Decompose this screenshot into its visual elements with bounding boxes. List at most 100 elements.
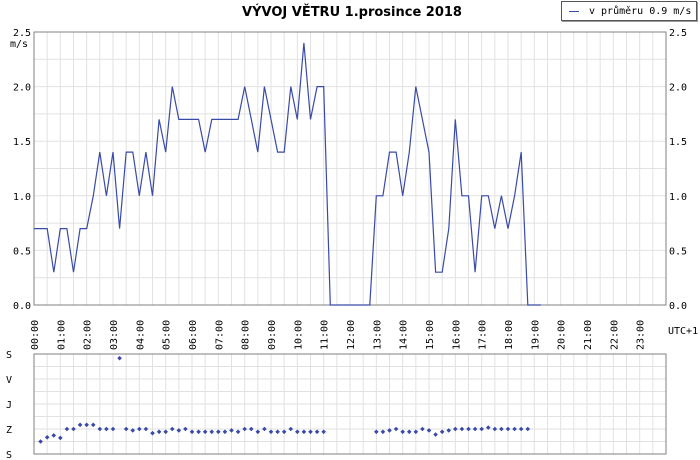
direction-point [393, 426, 399, 432]
y-tick-label-left: 0.5 [13, 246, 31, 257]
direction-point [97, 426, 103, 432]
y-tick-label-right: 2.5 [669, 28, 687, 39]
y-tick-label-right: 1.0 [669, 192, 687, 203]
direction-point [143, 426, 149, 432]
direction-point [222, 429, 228, 435]
y-tick-label-left: 2.0 [13, 83, 31, 94]
x-tick-label: 19:00 [530, 320, 541, 350]
speed-grid [33, 32, 666, 305]
x-tick-label: 12:00 [346, 320, 357, 350]
direction-point [380, 429, 386, 435]
direction-point [387, 428, 392, 433]
direction-point [176, 428, 182, 433]
y-tick-label-right: 2.0 [669, 83, 687, 94]
direction-point [492, 426, 498, 432]
direction-tick-label: V [6, 375, 12, 386]
x-tick-label: 05:00 [162, 320, 173, 350]
direction-point [110, 426, 116, 432]
x-tick-label: 16:00 [451, 320, 462, 350]
x-tick-label: 21:00 [583, 320, 594, 350]
direction-point [229, 428, 234, 433]
x-tick-label: 23:00 [636, 320, 647, 350]
direction-point [64, 426, 70, 432]
direction-point [235, 429, 241, 435]
direction-point [90, 422, 96, 428]
direction-point [321, 429, 326, 435]
y-tick-label-left: 0.0 [13, 301, 31, 312]
direction-point [104, 426, 109, 432]
x-axis-unit: UTC+1 [668, 326, 698, 337]
speed-ticks: 0.0 0.0 0.5 0.5 1.0 1.0 1.5 1.5 2.0 2.0 2.5 2.5 [13, 28, 687, 312]
direction-point [242, 426, 247, 432]
x-tick-label: 20:00 [557, 320, 568, 350]
direction-point [150, 430, 155, 436]
y-tick-label-left: 2.5 [13, 28, 31, 39]
direction-point [51, 433, 57, 438]
y-tick-label-right: 0.0 [669, 301, 687, 312]
direction-point [499, 426, 504, 432]
direction-point [137, 426, 142, 432]
direction-point [295, 429, 300, 435]
speed-series-line [34, 42, 541, 306]
direction-tick-label: S [6, 350, 12, 361]
x-tick-label: 18:00 [504, 320, 515, 350]
direction-ticks: S V J Z S [6, 350, 12, 460]
direction-tick-label: S [6, 450, 12, 460]
chart-title: VÝVOJ VĚTRU 1.prosince 2018 [242, 4, 462, 20]
direction-point [308, 429, 313, 435]
x-ticks: 00:00 01:00 02:00 03:00 04:00 05:00 06:00 07:00… [30, 320, 647, 350]
direction-point [117, 355, 122, 361]
legend-line-marker [569, 10, 579, 12]
direction-point [505, 426, 511, 432]
direction-point [400, 429, 405, 435]
direction-tick-label: Z [6, 425, 12, 436]
y-axis-unit-left: m/s [10, 39, 28, 50]
direction-point [262, 426, 267, 432]
direction-point [485, 425, 491, 430]
direction-plot-area [33, 353, 667, 455]
legend-label: v průměru 0.9 m/s [589, 5, 692, 17]
speed-series [34, 42, 541, 306]
direction-point [426, 428, 432, 433]
direction-point [288, 426, 294, 432]
direction-point [512, 426, 517, 432]
x-tick-label: 00:00 [30, 320, 41, 350]
direction-point [281, 429, 287, 435]
direction-point [163, 429, 168, 435]
direction-point [255, 429, 261, 435]
direction-grid [33, 354, 666, 454]
direction-point [466, 426, 471, 432]
direction-point [248, 426, 254, 432]
direction-point [439, 429, 445, 435]
x-tick-label: 15:00 [425, 320, 436, 350]
direction-point [406, 429, 412, 435]
direction-point [84, 422, 89, 428]
direction-point [459, 426, 465, 432]
direction-point [301, 429, 307, 435]
direction-series [38, 355, 531, 444]
x-tick-label: 13:00 [372, 320, 383, 350]
x-tick-label: 17:00 [478, 320, 489, 350]
direction-point [58, 435, 63, 441]
x-tick-label: 02:00 [83, 320, 94, 350]
x-tick-label: 04:00 [135, 320, 146, 350]
x-tick-label: 22:00 [609, 320, 620, 350]
direction-point [216, 429, 221, 435]
direction-point [202, 429, 208, 435]
direction-point [156, 429, 162, 435]
direction-point [472, 426, 478, 432]
direction-point [71, 426, 76, 432]
x-tick-label: 10:00 [293, 320, 304, 350]
direction-point [189, 429, 195, 435]
x-tick-label: 08:00 [241, 320, 252, 350]
direction-point [183, 426, 188, 432]
direction-point [275, 429, 280, 435]
x-tick-label: 06:00 [188, 320, 199, 350]
x-tick-label: 14:00 [399, 320, 410, 350]
direction-point [268, 429, 274, 435]
x-tick-label: 09:00 [267, 320, 278, 350]
x-tick-label: 03:00 [109, 320, 120, 350]
y-tick-label-right: 0.5 [669, 246, 687, 257]
y-tick-label-left: 1.0 [13, 192, 31, 203]
